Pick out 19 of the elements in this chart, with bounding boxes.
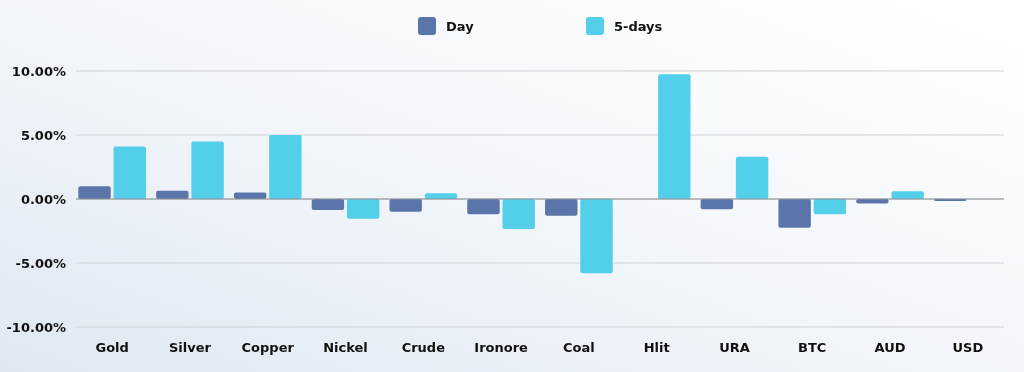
x-tick-label: Ironore xyxy=(474,340,529,355)
x-tick-label: USD xyxy=(952,340,984,355)
x-tick-label: Nickel xyxy=(323,340,368,355)
x-tick-label: Gold xyxy=(95,340,129,355)
y-tick-label: -10.00% xyxy=(6,319,66,335)
y-tick-label: 0.00% xyxy=(20,191,66,207)
x-tick-label: Copper xyxy=(241,340,295,355)
legend-label: Day xyxy=(446,18,475,34)
x-tick-label: Silver xyxy=(168,340,212,355)
x-tick-label: Crude xyxy=(401,340,446,355)
y-tick-label: 10.00% xyxy=(11,63,66,79)
y-tick-label: 5.00% xyxy=(20,127,66,143)
y-tick-label: -5.00% xyxy=(15,255,66,271)
x-tick-label: AUD xyxy=(874,340,906,355)
x-tick-label: BTC xyxy=(798,340,827,355)
x-tick-label: Hlit xyxy=(643,340,670,355)
legend-label: 5-days xyxy=(614,18,663,34)
x-tick-label: URA xyxy=(719,340,750,355)
x-tick-label: Coal xyxy=(563,340,595,355)
